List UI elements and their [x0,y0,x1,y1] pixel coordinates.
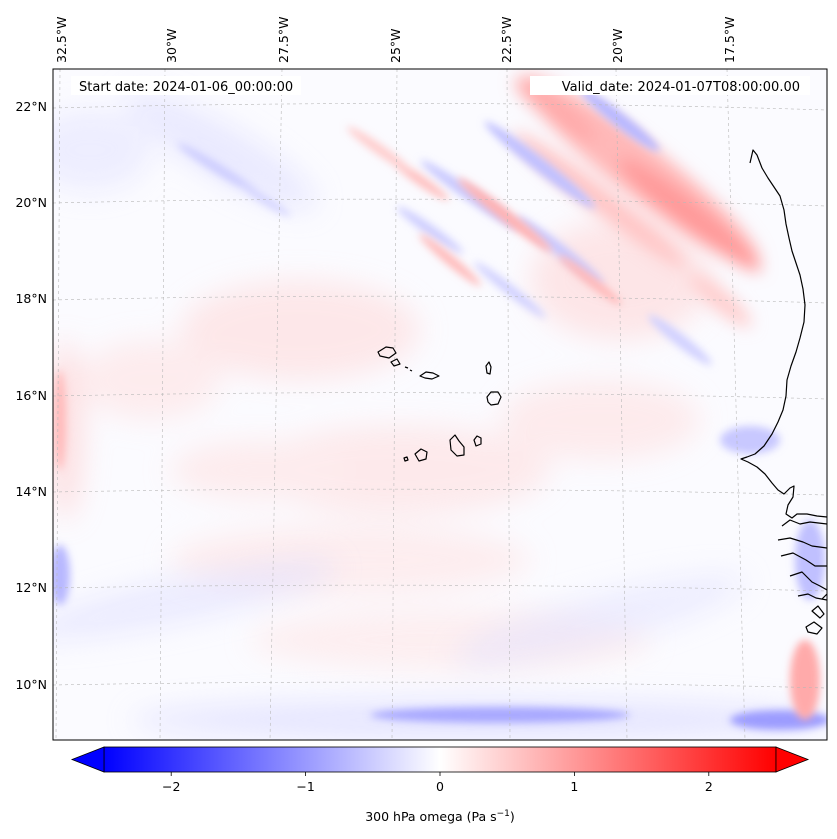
lat-label: 18°N [15,291,47,306]
island-santo-antao [377,346,397,359]
lon-label: 27.5°W [276,17,291,63]
colorbar-extend-max [775,746,810,773]
lat-label: 12°N [15,580,47,595]
colorbar-tick-label: −1 [296,779,314,794]
valid-date-label: Valid_date: 2024-01-07T08:00:00.00 [562,80,800,95]
colorbar-tick-label: −2 [162,779,180,794]
lat-label: 14°N [15,484,47,499]
colorbar-label-main: 300 hPa omega (Pa s [365,809,496,824]
colorbar-extend-min [70,746,105,773]
lat-label: 20°N [15,195,47,210]
colorbar: −2 −1 0 1 2 300 hPa omega (Pa s−1) [70,746,810,824]
lon-label: 22.5°W [499,17,514,63]
africa-coastline [740,149,827,519]
lon-label: 17.5°W [722,17,737,63]
lat-label: 22°N [15,99,47,114]
lat-label: 10°N [15,677,47,692]
island-santiago [449,434,465,457]
colorbar-body [103,746,777,773]
island-sao-vicente [390,358,401,367]
colorbar-ticks: −2 −1 0 1 2 [162,772,713,794]
colorbar-label: 300 hPa omega (Pa s−1) [365,809,515,824]
start-date-label: Start date: 2024-01-06_00:00:00 [79,80,293,95]
coastline [377,149,827,635]
omega-field [53,69,827,740]
lon-label: 25°W [388,28,403,63]
colorbar-label-close: ) [510,809,515,824]
colorbar-tick-label: 0 [436,779,444,794]
island-boa-vista [486,391,502,406]
latitude-labels: 22°N 20°N 18°N 16°N 14°N 12°N 10°N [15,99,47,692]
longitude-labels: 32.5°W 30°W 27.5°W 25°W 22.5°W 20°W 17.5… [54,17,737,63]
colorbar-label-exponent: −1 [497,809,510,819]
lat-label: 16°N [15,388,47,403]
colorbar-tick-label: 1 [570,779,578,794]
start-label-bg [71,76,301,95]
graticule [53,69,827,740]
lon-label: 30°W [164,28,179,63]
island-sao-nicolau [419,371,440,380]
valid-label-bg [530,76,810,95]
island-maio [473,435,482,447]
island-fogo [414,448,428,462]
lon-label: 32.5°W [54,17,69,63]
map-frame [52,68,828,741]
island-sal [485,361,492,375]
lon-label: 20°W [610,28,625,63]
island-brava [403,456,409,462]
colorbar-tick-label: 2 [705,779,713,794]
